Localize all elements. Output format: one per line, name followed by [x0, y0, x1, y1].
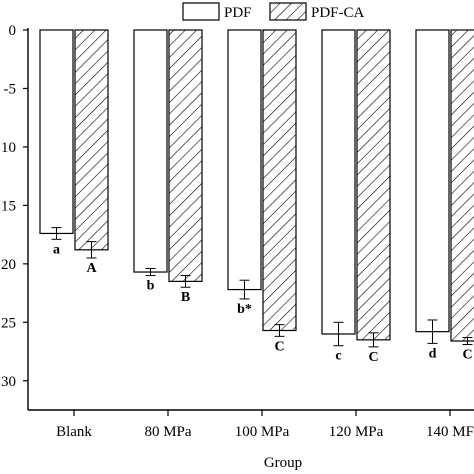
significance-label: a [53, 242, 60, 257]
bar-pdf-ca [74, 29, 109, 251]
legend-swatch-pdf-ca [269, 2, 307, 21]
y-tick-label: 0 [9, 23, 17, 39]
bar-pdf-ca [356, 29, 391, 341]
y-tick-label: -5 [4, 81, 17, 97]
significance-label: d [429, 346, 437, 361]
x-tick-label: 100 MPa [235, 424, 290, 440]
y-tick-label: 10 [1, 140, 16, 156]
y-tick-label: 30 [1, 374, 16, 390]
bar-pdf [133, 29, 168, 273]
y-tick-label: 25 [1, 315, 16, 331]
bar-pdf-ca [262, 29, 297, 332]
significance-label: b* [237, 302, 252, 317]
significance-label: C [462, 348, 472, 363]
bar-pdf-ca [450, 29, 474, 342]
significance-label: C [274, 339, 284, 354]
bar-pdf [227, 29, 262, 291]
x-axis-labels: Blank 80 MPa 100 MPa 120 MPa 140 MF [56, 410, 474, 440]
legend-swatch-pdf [182, 2, 220, 21]
legend-label-pdf-ca: PDF-CA [311, 5, 365, 21]
legend: PDF PDF-CA [182, 2, 365, 21]
y-axis-ticks: 0 -5 10 15 20 25 30 [1, 23, 28, 390]
significance-label: C [368, 350, 378, 365]
x-tick-label: 140 MF [426, 424, 474, 440]
bar-pdf [39, 29, 74, 235]
x-axis-title: Group [264, 455, 302, 471]
x-tick-label: Blank [56, 424, 92, 440]
significance-label: b [147, 279, 155, 294]
x-tick-label: 80 MPa [144, 424, 191, 440]
legend-label-pdf: PDF [224, 5, 252, 21]
significance-label: A [86, 261, 97, 276]
significance-label: B [181, 290, 190, 305]
bar-pdf-ca [168, 29, 203, 282]
bar-pdf [321, 29, 356, 335]
significance-label: c [335, 349, 341, 364]
x-tick-label: 120 MPa [329, 424, 384, 440]
y-tick-label: 15 [1, 198, 16, 214]
bar-pdf [415, 29, 450, 333]
y-tick-label: 20 [1, 257, 16, 273]
